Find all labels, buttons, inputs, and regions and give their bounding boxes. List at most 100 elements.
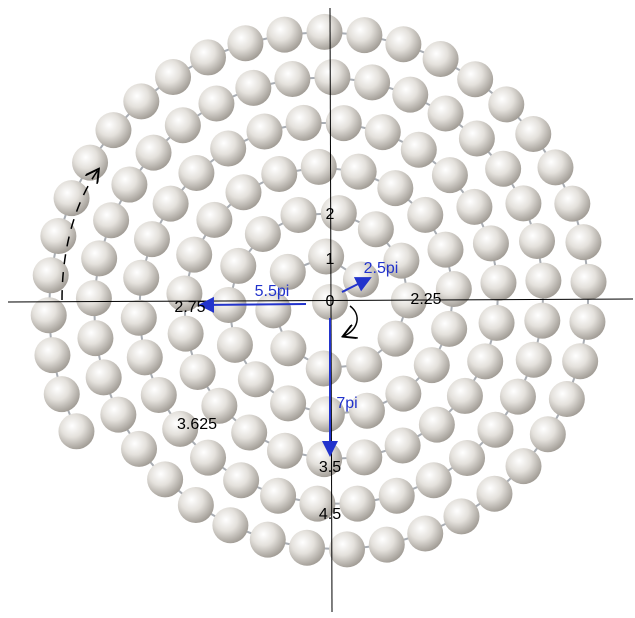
sphere xyxy=(358,211,394,247)
ring-label: 3.625 xyxy=(177,416,217,433)
sphere xyxy=(500,379,536,415)
sphere xyxy=(525,263,561,299)
sphere xyxy=(401,132,437,168)
sphere xyxy=(519,223,555,259)
sphere xyxy=(44,376,80,412)
ring-label: 3.5 xyxy=(319,459,341,476)
sphere xyxy=(326,105,362,141)
sphere xyxy=(477,412,513,448)
sphere xyxy=(223,462,259,498)
sphere xyxy=(178,155,214,191)
sphere xyxy=(77,320,113,356)
sphere xyxy=(407,515,443,551)
sphere xyxy=(147,461,183,497)
sphere xyxy=(423,41,459,77)
sphere xyxy=(127,339,163,375)
sphere xyxy=(100,397,136,433)
sphere xyxy=(314,59,350,95)
sphere xyxy=(274,61,310,97)
sphere xyxy=(346,439,382,475)
sphere xyxy=(457,61,493,97)
sphere xyxy=(289,530,325,566)
sphere xyxy=(392,77,428,113)
sphere xyxy=(554,186,590,222)
sphere xyxy=(339,486,375,522)
sphere xyxy=(565,224,601,260)
sphere xyxy=(190,39,226,75)
sphere xyxy=(34,337,70,373)
sphere xyxy=(488,86,524,122)
sphere xyxy=(443,498,479,534)
sphere xyxy=(428,96,464,132)
spiral-diagram: 5.5pi 2.5pi 7pi 2 1 0 2.75 2.25 3.625 3.… xyxy=(0,0,635,618)
sphere xyxy=(210,131,246,167)
sphere xyxy=(270,385,306,421)
sphere xyxy=(365,114,401,150)
sphere xyxy=(155,59,191,95)
turn-arrow xyxy=(344,306,357,336)
sphere xyxy=(379,478,415,514)
sphere xyxy=(72,145,108,181)
sphere xyxy=(505,185,541,221)
sphere xyxy=(123,83,159,119)
sphere xyxy=(447,378,483,414)
sphere xyxy=(416,462,452,498)
arrow-left xyxy=(200,304,306,305)
sphere xyxy=(456,189,492,225)
sphere xyxy=(121,300,157,336)
sphere-spiral xyxy=(31,14,607,567)
sphere xyxy=(301,149,337,185)
ring-label: 1 xyxy=(326,251,335,268)
ring-label: 0 xyxy=(326,293,335,310)
sphere xyxy=(176,237,212,273)
sphere xyxy=(385,376,421,412)
sphere xyxy=(245,216,281,252)
sphere xyxy=(516,342,552,378)
sphere xyxy=(369,527,405,563)
sphere xyxy=(329,531,365,567)
sphere xyxy=(86,359,122,395)
sphere xyxy=(238,361,274,397)
sphere xyxy=(571,264,607,300)
sphere xyxy=(121,431,157,467)
sphere xyxy=(196,202,232,238)
sphere xyxy=(180,354,216,390)
sphere xyxy=(419,407,455,443)
sphere xyxy=(261,156,297,192)
arrow-label: 7pi xyxy=(336,395,357,412)
sphere xyxy=(378,321,414,357)
arrow-label: 5.5pi xyxy=(255,283,290,300)
sphere xyxy=(459,121,495,157)
sphere xyxy=(198,85,234,121)
sphere xyxy=(569,304,605,340)
sphere xyxy=(341,154,377,190)
sphere xyxy=(306,14,342,50)
sphere xyxy=(168,316,204,352)
sphere xyxy=(212,507,248,543)
sphere xyxy=(227,25,263,61)
ring-label: 2 xyxy=(326,206,335,223)
sphere xyxy=(153,186,189,222)
ring-label: 4.5 xyxy=(319,506,341,523)
sphere xyxy=(530,416,566,452)
sphere xyxy=(165,107,201,143)
sphere xyxy=(280,197,316,233)
sphere xyxy=(432,157,468,193)
sphere xyxy=(40,218,76,254)
sphere xyxy=(231,415,267,451)
sphere xyxy=(111,167,147,203)
sphere xyxy=(467,343,503,379)
sphere xyxy=(537,149,573,185)
sphere xyxy=(479,305,515,341)
sphere xyxy=(473,225,509,261)
sphere xyxy=(93,202,129,238)
sphere xyxy=(431,311,467,347)
sphere xyxy=(515,116,551,152)
sphere xyxy=(407,197,443,233)
sphere xyxy=(449,440,485,476)
sphere xyxy=(562,343,598,379)
sphere xyxy=(190,440,226,476)
sphere xyxy=(385,428,421,464)
sphere xyxy=(220,248,256,284)
sphere xyxy=(250,522,286,558)
